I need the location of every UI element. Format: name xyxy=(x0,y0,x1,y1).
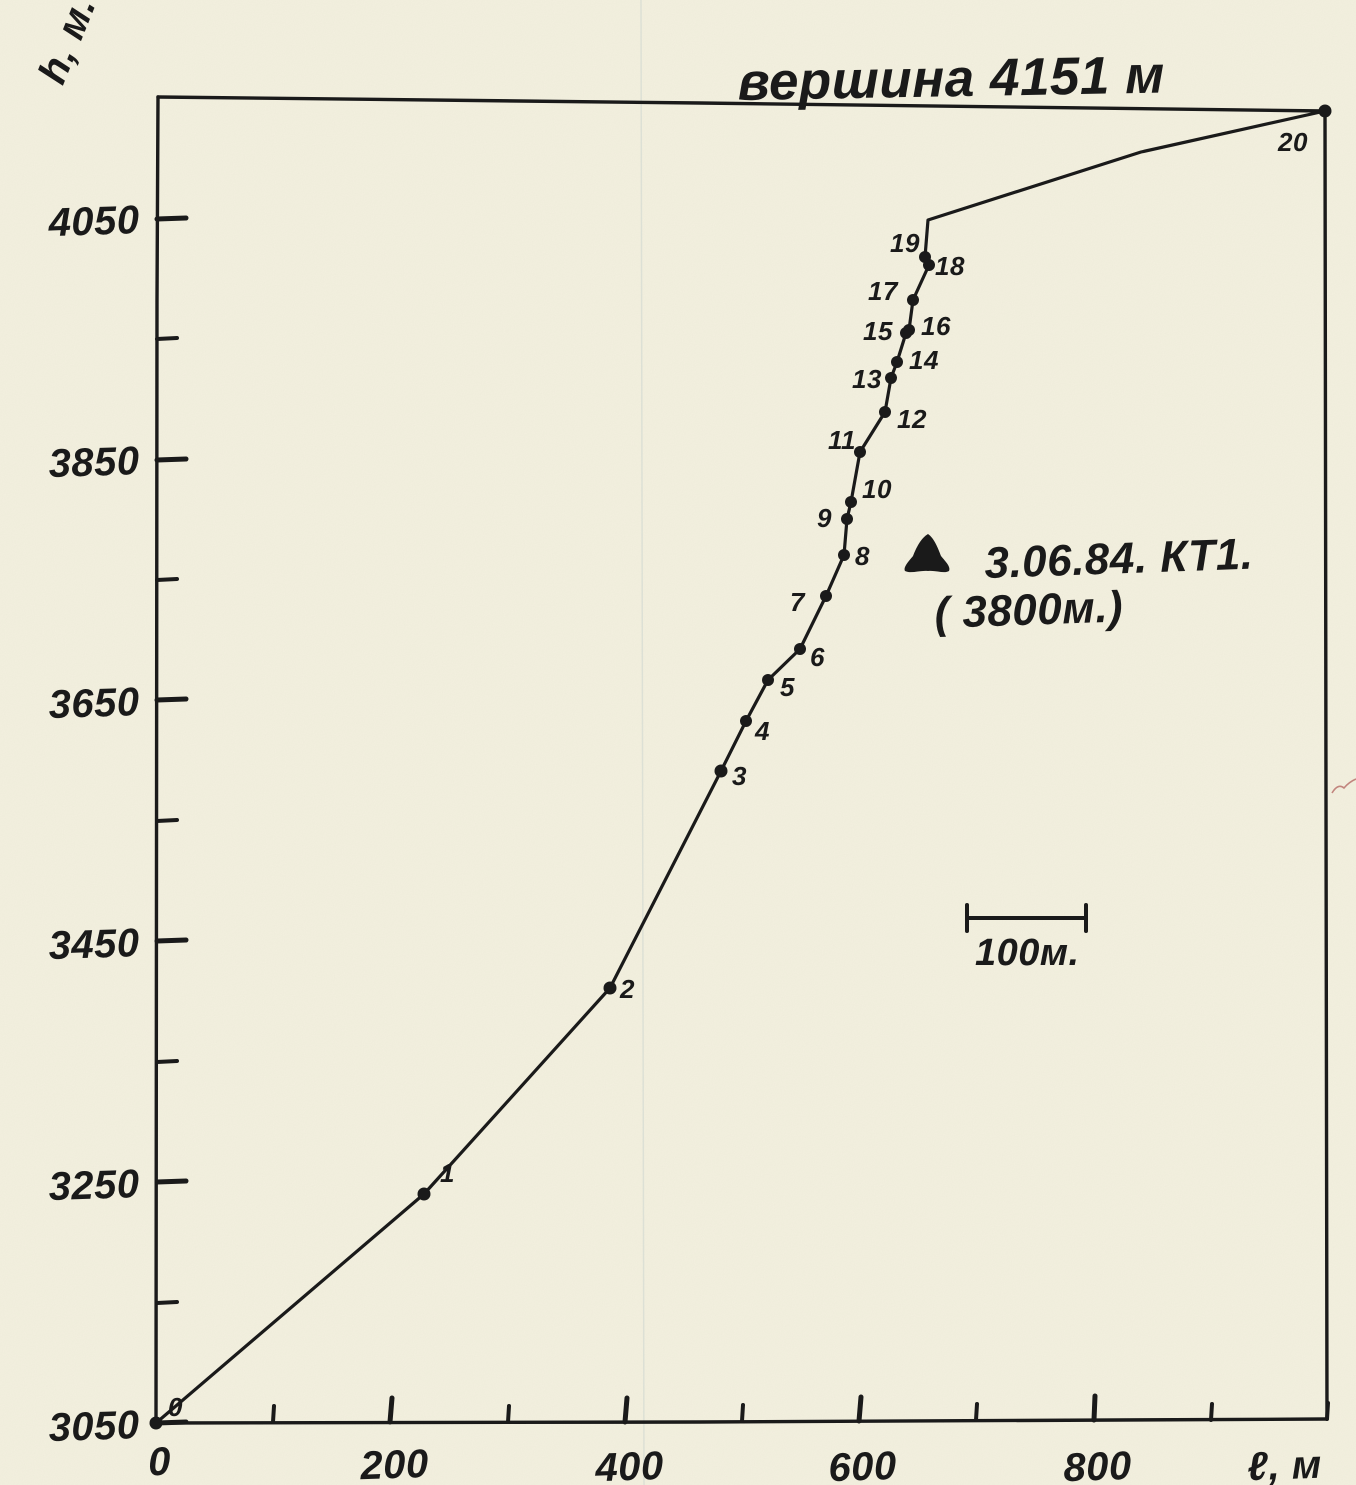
svg-text:15: 15 xyxy=(863,316,893,346)
svg-text:200: 200 xyxy=(359,1442,430,1485)
svg-text:1: 1 xyxy=(440,1158,455,1188)
svg-text:7: 7 xyxy=(790,587,806,617)
svg-text:3850: 3850 xyxy=(48,439,140,486)
svg-text:800: 800 xyxy=(1063,1444,1133,1485)
svg-text:3650: 3650 xyxy=(48,680,140,727)
svg-text:400: 400 xyxy=(594,1444,665,1485)
svg-text:12: 12 xyxy=(897,404,927,434)
svg-text:3050: 3050 xyxy=(48,1403,140,1450)
svg-text:вершина 4151 м: вершина 4151 м xyxy=(737,46,1165,112)
svg-text:19: 19 xyxy=(890,228,920,258)
svg-text:0: 0 xyxy=(168,1392,183,1422)
svg-text:4: 4 xyxy=(754,716,770,746)
svg-text:6: 6 xyxy=(810,642,825,672)
svg-text:3: 3 xyxy=(732,761,747,791)
svg-text:3.06.84. КТ1.: 3.06.84. КТ1. xyxy=(984,530,1254,588)
svg-text:3250: 3250 xyxy=(48,1162,140,1209)
svg-text:13: 13 xyxy=(852,364,882,394)
svg-text:( 3800м.): ( 3800м.) xyxy=(934,582,1124,638)
svg-text:18: 18 xyxy=(935,251,965,281)
svg-text:10: 10 xyxy=(862,474,892,504)
svg-text:600: 600 xyxy=(828,1444,898,1485)
svg-text:ℓ, м: ℓ, м xyxy=(1247,1443,1323,1485)
svg-text:9: 9 xyxy=(817,503,832,533)
svg-text:16: 16 xyxy=(921,311,951,341)
svg-text:100м.: 100м. xyxy=(975,932,1080,974)
svg-text:3450: 3450 xyxy=(48,921,140,968)
svg-text:8: 8 xyxy=(855,541,870,571)
svg-text:2: 2 xyxy=(619,974,635,1004)
svg-text:20: 20 xyxy=(1277,127,1308,157)
svg-text:5: 5 xyxy=(780,672,795,702)
svg-text:17: 17 xyxy=(868,276,899,306)
svg-text:0: 0 xyxy=(147,1440,171,1485)
svg-text:14: 14 xyxy=(909,345,939,375)
svg-text:11: 11 xyxy=(828,425,856,455)
svg-text:4050: 4050 xyxy=(47,198,140,245)
